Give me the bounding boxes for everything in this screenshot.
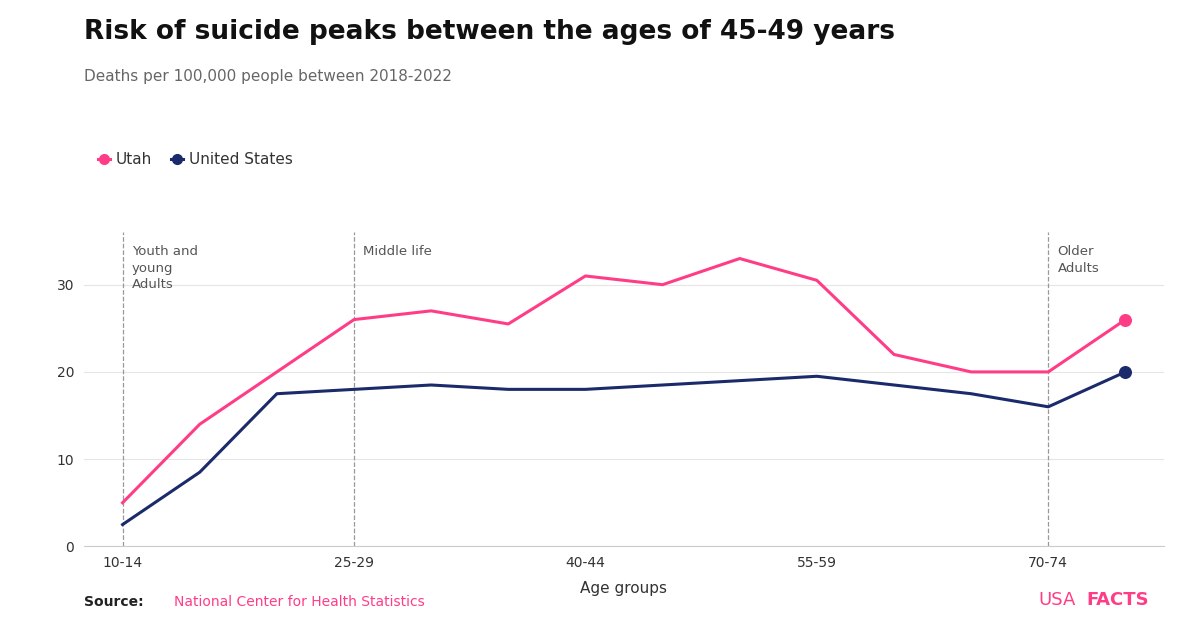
Text: Older
Adults: Older Adults xyxy=(1057,246,1099,275)
Text: National Center for Health Statistics: National Center for Health Statistics xyxy=(174,595,425,609)
Text: USA: USA xyxy=(1038,591,1075,609)
X-axis label: Age groups: Age groups xyxy=(581,581,667,596)
Text: FACTS: FACTS xyxy=(1086,591,1148,609)
Text: Source:: Source: xyxy=(84,595,144,609)
Point xyxy=(1116,367,1135,377)
Text: Risk of suicide peaks between the ages of 45-49 years: Risk of suicide peaks between the ages o… xyxy=(84,19,895,45)
Point xyxy=(1116,315,1135,325)
Text: Deaths per 100,000 people between 2018-2022: Deaths per 100,000 people between 2018-2… xyxy=(84,69,452,84)
Legend: Utah, United States: Utah, United States xyxy=(91,146,299,173)
Text: Youth and
young
Adults: Youth and young Adults xyxy=(132,246,198,291)
Text: Middle life: Middle life xyxy=(364,246,432,259)
